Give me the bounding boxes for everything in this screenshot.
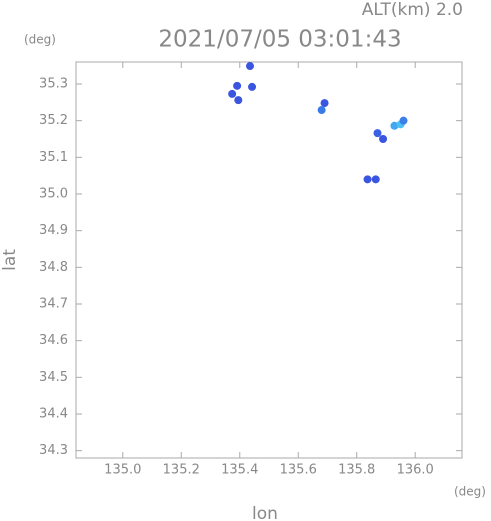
echo-point [371,175,380,184]
echo-point [373,129,382,138]
echo-point [234,96,243,105]
echo-point [379,135,388,143]
y-tick-label: 34.7 [39,297,68,312]
y-tick-label: 34.9 [39,223,68,238]
y-tick-label: 35.0 [39,187,68,202]
echo-point [248,82,257,91]
x-tick-label: 135.0 [104,463,141,478]
echo-point [228,89,237,98]
plot-frame [75,61,463,459]
echo-point [233,81,242,90]
x-tick-label: 135.2 [163,463,200,478]
echo-point [363,175,372,184]
x-tick-label: 135.6 [280,463,317,478]
echo-point [320,99,329,108]
x-axis-label: lon [252,504,278,521]
y-tick-label: 34.8 [39,260,68,275]
y-tick-label: 34.4 [39,407,68,422]
chart-title: 2021/07/05 03:01:43 [158,27,401,53]
y-tick-label: 35.1 [39,150,68,165]
x-tick-label: 135.4 [221,463,258,478]
y-tick-label: 35.3 [39,77,68,92]
chart-subtitle: ALT(km) 2.0 [362,0,463,20]
y-axis-label: lat [0,249,20,271]
y-tick-label: 35.2 [39,113,68,128]
x-tick-label: 135.8 [338,463,375,478]
echo-point [245,62,254,71]
y-tick-label: 34.6 [39,333,68,348]
y-unit: (deg) [24,33,56,47]
echo-point [399,116,408,125]
x-unit: (deg) [454,485,486,499]
echo-point [390,121,399,130]
x-tick-label: 136.0 [397,463,434,478]
echo-point [317,106,326,115]
y-tick-label: 34.5 [39,370,68,385]
y-tick-label: 34.3 [39,443,68,458]
